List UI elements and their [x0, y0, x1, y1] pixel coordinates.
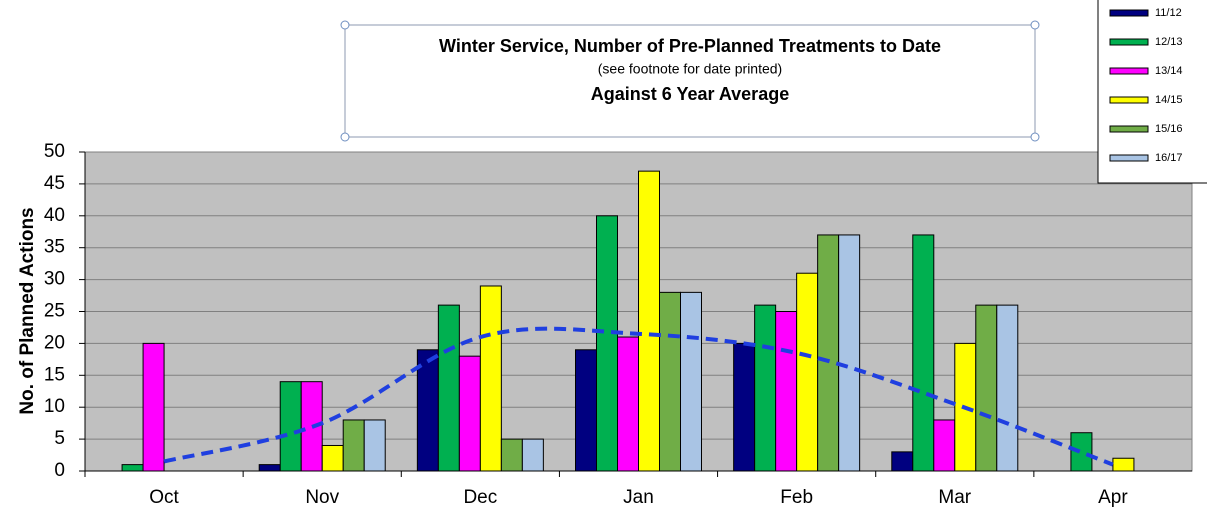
legend-swatch: [1109, 38, 1149, 46]
handle: [340, 20, 350, 30]
y-axis-label: No. of Planned Actions: [17, 207, 38, 414]
bar: [458, 355, 481, 472]
x-tick-label: Dec: [463, 487, 497, 508]
bar: [321, 444, 344, 472]
bar: [638, 170, 660, 472]
bar: [121, 464, 144, 472]
bar: [500, 438, 523, 472]
bar: [933, 419, 956, 472]
y-tick-label: 15: [44, 364, 65, 385]
bar: [596, 215, 618, 472]
bar: [733, 342, 756, 472]
bar: [437, 304, 460, 472]
y-tick-label: 20: [44, 332, 65, 353]
title-box: Winter Service, Number of Pre-Planned Tr…: [340, 20, 1040, 142]
bar: [575, 349, 597, 472]
bar: [775, 311, 798, 472]
y-tick-label: 10: [44, 396, 65, 417]
bar: [342, 419, 365, 472]
legend-label: 15/16: [1155, 123, 1183, 135]
bar: [479, 285, 502, 472]
legend-swatch: [1109, 125, 1149, 133]
y-tick-label: 35: [44, 237, 65, 258]
y-tick-label: 40: [44, 205, 65, 226]
legend-label: 11/12: [1155, 7, 1182, 19]
y-tick-label: 0: [54, 460, 65, 481]
bar: [617, 336, 639, 472]
legend-swatch: [1109, 154, 1149, 162]
y-tick-label: 50: [44, 141, 65, 162]
bar: [996, 304, 1019, 472]
bar: [279, 381, 302, 472]
bar: [521, 438, 544, 472]
bar: [891, 451, 914, 472]
bar: [258, 464, 281, 472]
legend-label: 16/17: [1155, 152, 1183, 164]
bar: [142, 342, 165, 472]
handle: [1030, 132, 1040, 142]
handle: [1030, 20, 1040, 30]
chart-subtitle: Against 6 Year Average: [591, 84, 789, 104]
legend-label: 14/15: [1155, 94, 1183, 106]
average-line: [163, 326, 1114, 467]
x-tick-label: Mar: [938, 487, 971, 508]
bar: [300, 381, 323, 472]
x-tick-label: Apr: [1098, 487, 1128, 508]
bar: [1112, 457, 1135, 472]
y-tick-label: 5: [54, 428, 65, 449]
legend-label: 13/14: [1155, 65, 1183, 77]
chart-title: Winter Service, Number of Pre-Planned Tr…: [439, 36, 941, 56]
y-tick-label: 25: [44, 301, 65, 322]
legend-swatch: [1109, 67, 1149, 75]
handle: [340, 132, 350, 142]
bar: [838, 234, 861, 472]
bar: [796, 272, 819, 472]
bar: [817, 234, 840, 472]
legend-swatch: [1109, 96, 1149, 104]
bar: [975, 304, 998, 472]
bar: [363, 419, 386, 472]
y-tick-label: 30: [44, 269, 65, 290]
bar: [1070, 432, 1093, 472]
y-tick-label: 45: [44, 173, 65, 194]
bar: [680, 291, 702, 472]
x-tick-label: Oct: [149, 487, 179, 508]
legend-label: 12/13: [1155, 36, 1183, 48]
x-tick-label: Feb: [780, 487, 813, 508]
x-tick-label: Nov: [305, 487, 339, 508]
bar: [754, 304, 777, 472]
legend-swatch: [1109, 9, 1149, 17]
chart-subtitle: (see footnote for date printed): [598, 61, 782, 77]
bar: [912, 234, 935, 472]
bar: [659, 291, 681, 472]
legend: [1097, 0, 1207, 184]
x-tick-label: Jan: [623, 487, 654, 508]
title-frame: [344, 24, 1036, 138]
